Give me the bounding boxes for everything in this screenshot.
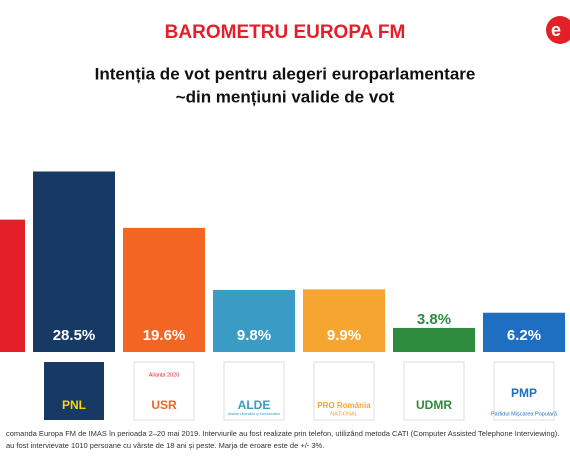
bar (33, 171, 115, 352)
value-label: 9.9% (327, 327, 361, 344)
value-label: 19.6% (143, 327, 186, 344)
x-tick-sublabel: Partidul Mișcarea Populară (491, 411, 558, 417)
bar (303, 289, 385, 352)
brand-logo (546, 16, 570, 44)
bar (483, 312, 565, 352)
value-label: 6.2% (507, 327, 541, 344)
x-tick-sublabel: Alianța 2020 (149, 372, 180, 378)
party-logo (44, 362, 104, 420)
party-logo (493, 361, 555, 421)
x-tick-label: PNL (62, 398, 86, 412)
chart-title: Intenția de vot pentru alegeri europarla… (95, 64, 476, 83)
footer-note: comanda Europa FM de IMAS în perioada 2–… (6, 429, 559, 438)
bar (393, 327, 475, 352)
header: BAROMETRU EUROPA FM (165, 22, 406, 43)
party-logo (133, 361, 195, 421)
chart-subtitle: ~din mențiuni valide de vot (176, 87, 395, 106)
x-tick-label: ALDE (238, 398, 271, 412)
bar (213, 289, 295, 352)
x-tick-label: UDMR (416, 398, 452, 412)
party-logo (403, 361, 465, 421)
party-logo (223, 361, 285, 421)
value-label: 9.8% (237, 327, 271, 344)
x-tick-label: PMP (511, 386, 537, 400)
brand-logo-text: e (551, 20, 561, 40)
x-tick-label: PRO România (317, 401, 371, 410)
bar (0, 219, 25, 352)
value-label: 3.8% (417, 311, 451, 328)
x-tick-sublabel: Alianța Liberalilor și Democraților (228, 412, 281, 416)
footer-note: au fost intervievate 1010 persoane cu vâ… (6, 441, 324, 450)
bar (123, 227, 205, 352)
party-logo (313, 361, 375, 421)
x-tick-label: USR (151, 398, 177, 412)
x-tick-sublabel: NAȚIONAL (330, 411, 358, 417)
value-label: 28.5% (53, 327, 96, 344)
